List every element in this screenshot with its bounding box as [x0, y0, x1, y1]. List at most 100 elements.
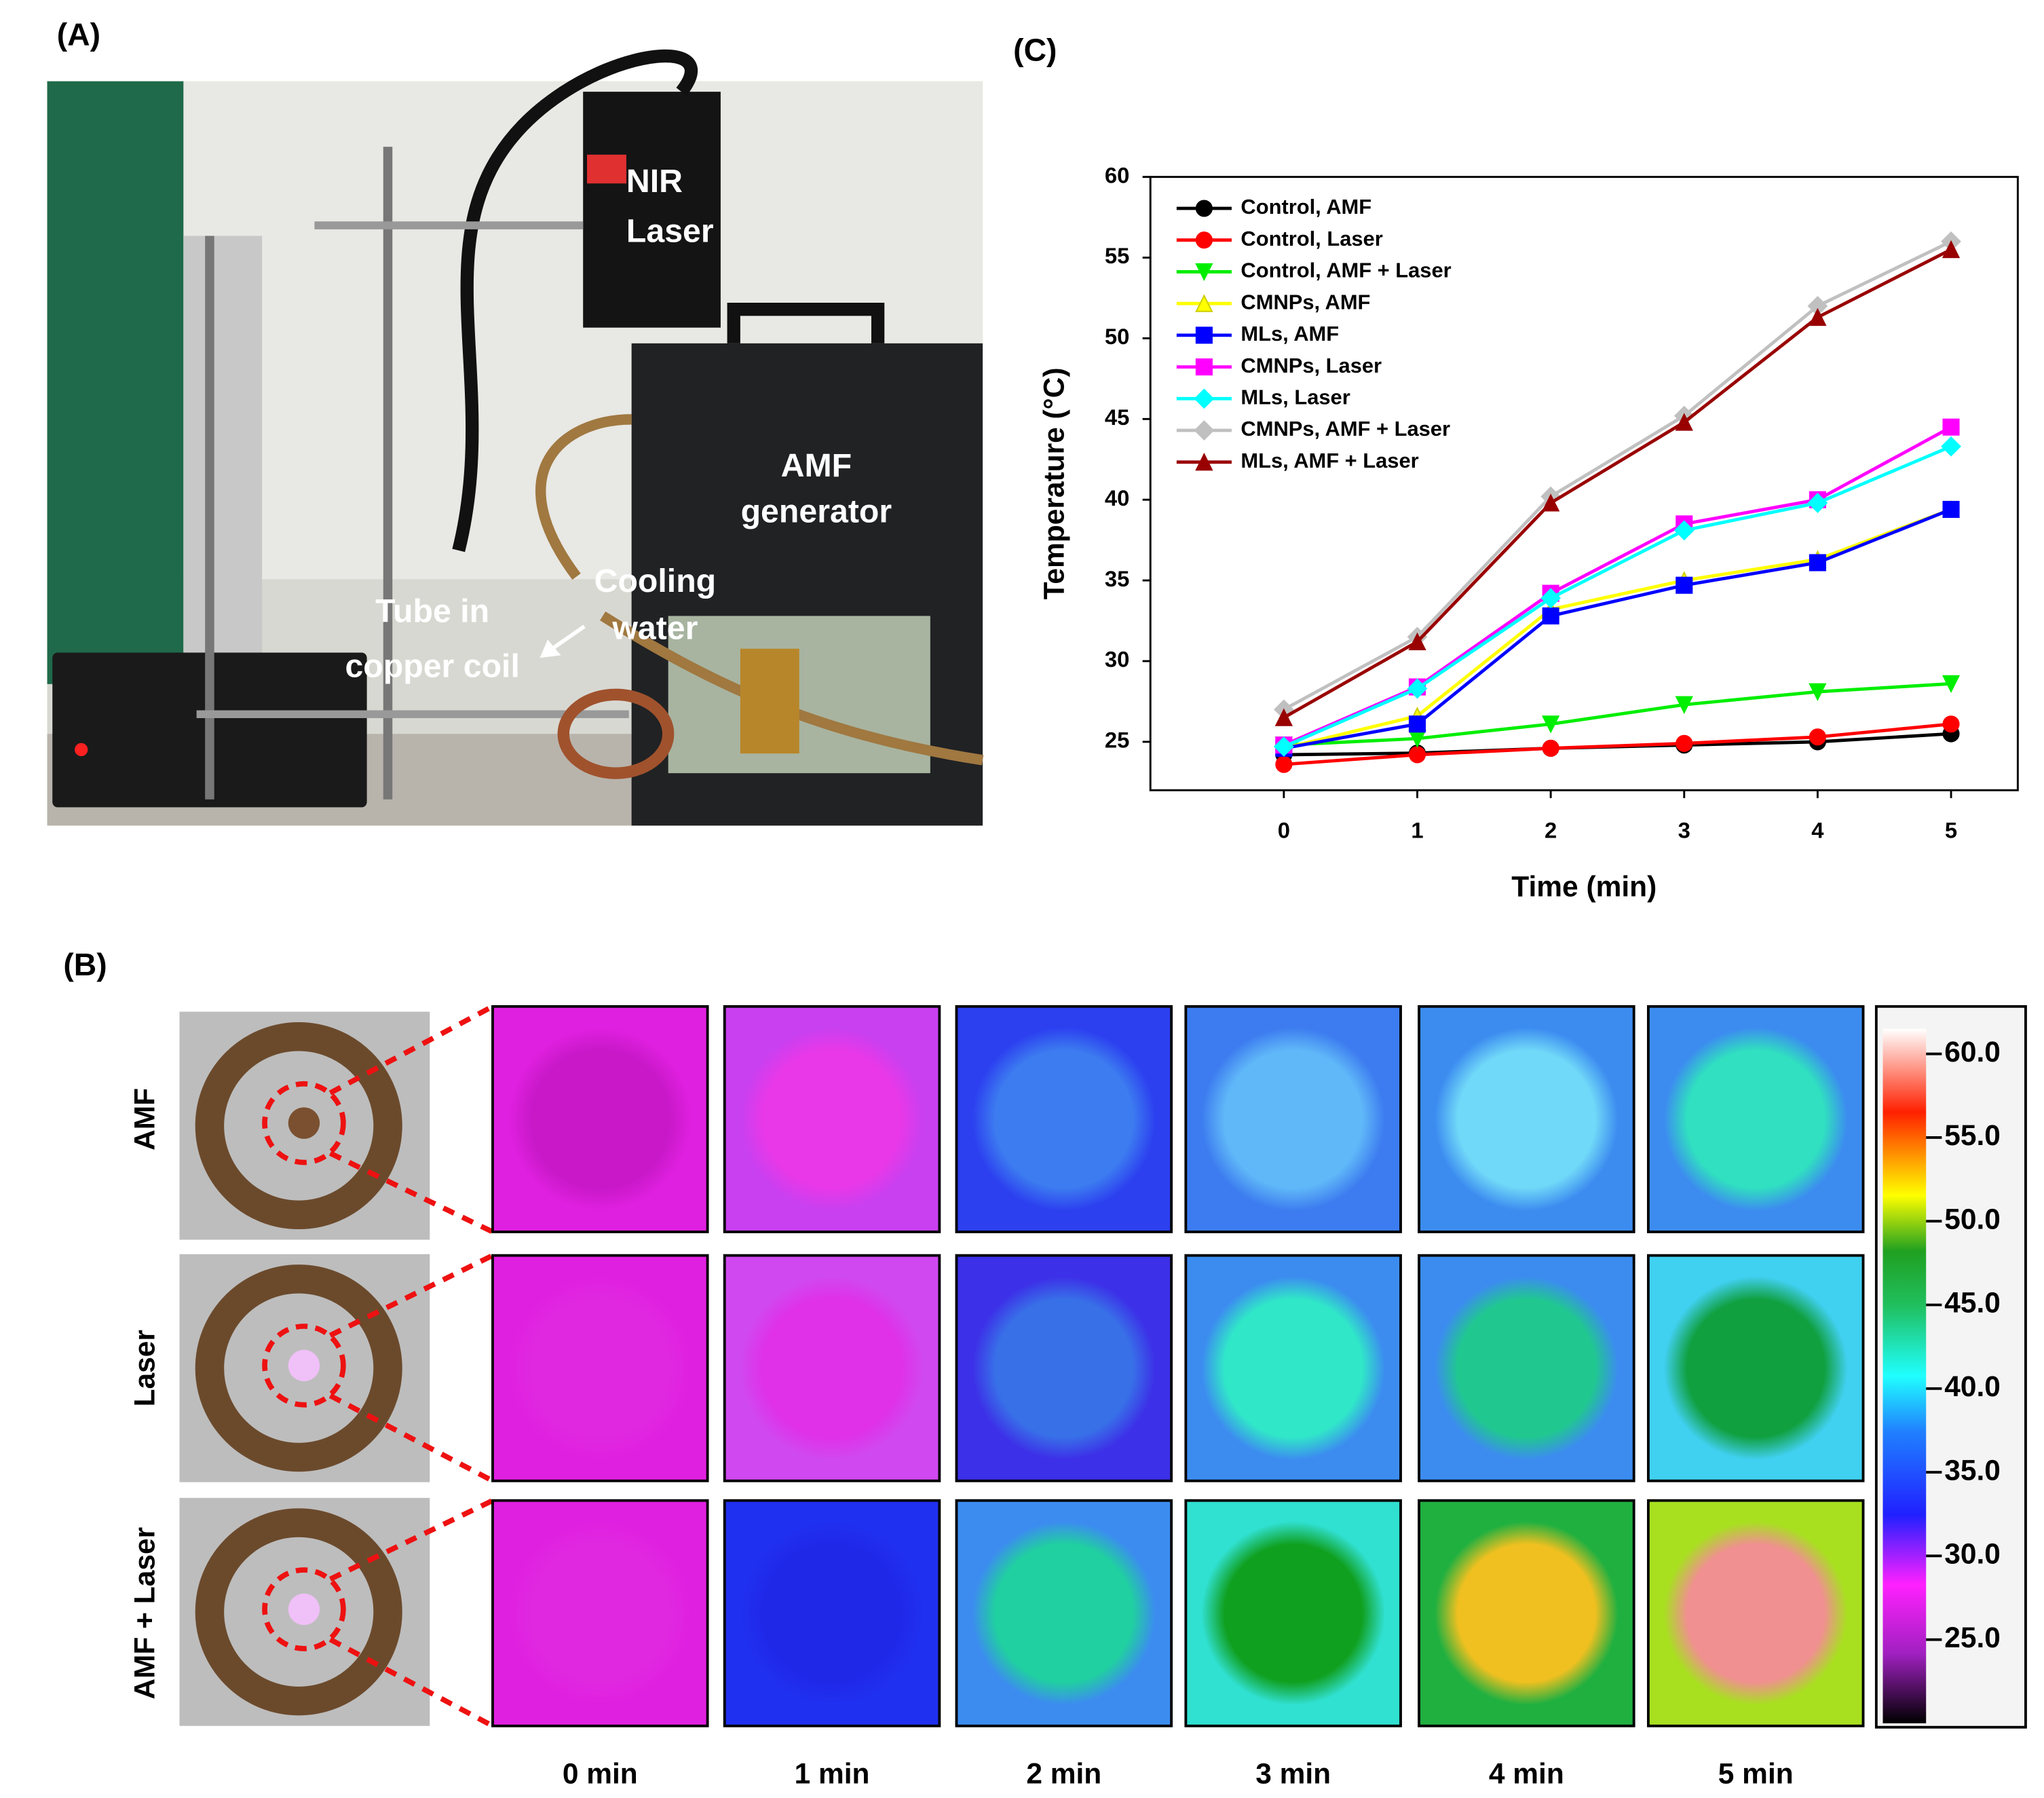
coil-photo — [195, 1508, 402, 1716]
y-tick-label: 45 — [1105, 405, 1130, 430]
photo-annotation: AMF — [781, 447, 852, 484]
thermal-sample — [740, 1276, 924, 1460]
roi-circle — [262, 1081, 346, 1165]
coil-photo — [195, 1022, 402, 1230]
x-tick-label: 3 — [1678, 818, 1690, 843]
colorbar-tick-label: 35.0 — [1944, 1454, 2001, 1486]
thermal-sample — [1201, 1027, 1385, 1212]
column-label: 3 min — [1255, 1757, 1331, 1789]
legend-marker — [1195, 358, 1213, 376]
legend-label: Control, AMF — [1241, 195, 1371, 219]
photo-annotation: copper coil — [345, 648, 519, 684]
x-tick-label: 2 — [1545, 818, 1557, 843]
data-point — [1675, 696, 1693, 714]
legend-marker — [1195, 294, 1213, 312]
data-point — [1809, 554, 1826, 572]
colorbar — [1882, 1028, 1927, 1723]
x-tick-label: 5 — [1945, 818, 1957, 843]
legend-marker — [1195, 326, 1213, 344]
colorbar-tick-label: 45.0 — [1944, 1287, 2001, 1319]
laser-tag — [586, 154, 626, 184]
thermal-sample — [1664, 1276, 1848, 1460]
legend-label: CMNPs, Laser — [1241, 354, 1382, 377]
data-point — [1274, 708, 1293, 726]
thermal-sample — [1201, 1521, 1385, 1705]
photo-annotation: Laser — [626, 212, 714, 249]
data-point — [1942, 500, 1960, 519]
coil-connector — [740, 648, 799, 754]
legend-marker — [1195, 231, 1213, 249]
y-tick-label: 25 — [1105, 728, 1130, 753]
panel-label: (C) — [1013, 32, 1057, 67]
series-line — [1283, 445, 1952, 749]
thermal-sample — [1664, 1521, 1848, 1705]
photo-annotation: NIR — [626, 163, 683, 200]
zoom-line — [328, 1004, 494, 1095]
colorbar-tick-label: 60.0 — [1944, 1036, 2001, 1068]
colorbar-tick-label: 55.0 — [1944, 1119, 2001, 1151]
data-point — [1676, 576, 1693, 594]
colorbar-tick-label: 30.0 — [1944, 1538, 2001, 1570]
column-label: 1 min — [795, 1757, 870, 1789]
legend-label: MLs, AMF — [1241, 322, 1339, 345]
thermal-sample — [1435, 1276, 1619, 1460]
column-label: 4 min — [1489, 1757, 1564, 1789]
x-tick-label: 1 — [1411, 818, 1423, 843]
data-point — [1408, 632, 1426, 651]
zoom-line — [328, 1498, 494, 1582]
photo-annotation: Cooling — [594, 563, 717, 599]
data-point — [1273, 736, 1294, 757]
column-label: 2 min — [1026, 1757, 1101, 1789]
y-tick-label: 40 — [1105, 485, 1130, 510]
thermal-sample — [972, 1521, 1156, 1705]
thermal-sample — [972, 1276, 1156, 1460]
data-point — [1541, 715, 1560, 734]
zoom-line — [328, 1253, 494, 1338]
y-tick-label: 55 — [1105, 243, 1130, 268]
y-tick-label: 35 — [1105, 566, 1130, 591]
sample-spot — [288, 1107, 320, 1139]
thermal-sample — [1664, 1027, 1848, 1212]
row-label: AMF + Laser — [128, 1527, 160, 1700]
legend-label: MLs, Laser — [1241, 385, 1350, 409]
y-axis-title: Temperature (°C) — [1038, 368, 1070, 600]
photo-annotation: Tube in — [375, 593, 489, 629]
roi-circle — [262, 1567, 346, 1651]
legend-label: Control, Laser — [1241, 227, 1382, 250]
cable — [452, 49, 698, 552]
series-line — [1283, 681, 1952, 747]
series-line — [1283, 508, 1952, 750]
row-label: AMF — [128, 1088, 160, 1150]
data-point — [1408, 746, 1426, 764]
thermal-sample — [740, 1027, 924, 1212]
data-point — [1541, 493, 1560, 512]
series-line — [1283, 240, 1952, 711]
data-point — [1942, 418, 1960, 436]
legend-label: CMNPs, AMF — [1241, 290, 1370, 314]
back-device — [183, 236, 263, 669]
thermal-sample — [508, 1027, 692, 1212]
arrow — [549, 624, 586, 652]
legend-marker — [1195, 200, 1213, 217]
data-point — [1942, 240, 1961, 259]
data-point — [1942, 675, 1961, 694]
data-point — [1408, 715, 1426, 733]
data-point — [1540, 588, 1562, 609]
indicator — [75, 743, 88, 757]
y-tick-label: 50 — [1105, 324, 1130, 349]
data-point — [1275, 755, 1293, 773]
zoom-line — [328, 1393, 494, 1484]
legend-marker — [1195, 263, 1213, 282]
sample-spot — [288, 1349, 320, 1382]
panel-label: (A) — [57, 16, 100, 52]
data-point — [1942, 715, 1960, 733]
series-line — [1283, 426, 1952, 747]
thermal-sample — [1201, 1276, 1385, 1460]
arrow-head — [540, 639, 561, 658]
thermal-sample — [508, 1276, 692, 1460]
data-point — [1809, 728, 1826, 746]
colorbar-tick-label: 40.0 — [1944, 1370, 2001, 1402]
legend-label: MLs, AMF + Laser — [1241, 449, 1418, 472]
thermal-sample — [972, 1027, 1156, 1212]
